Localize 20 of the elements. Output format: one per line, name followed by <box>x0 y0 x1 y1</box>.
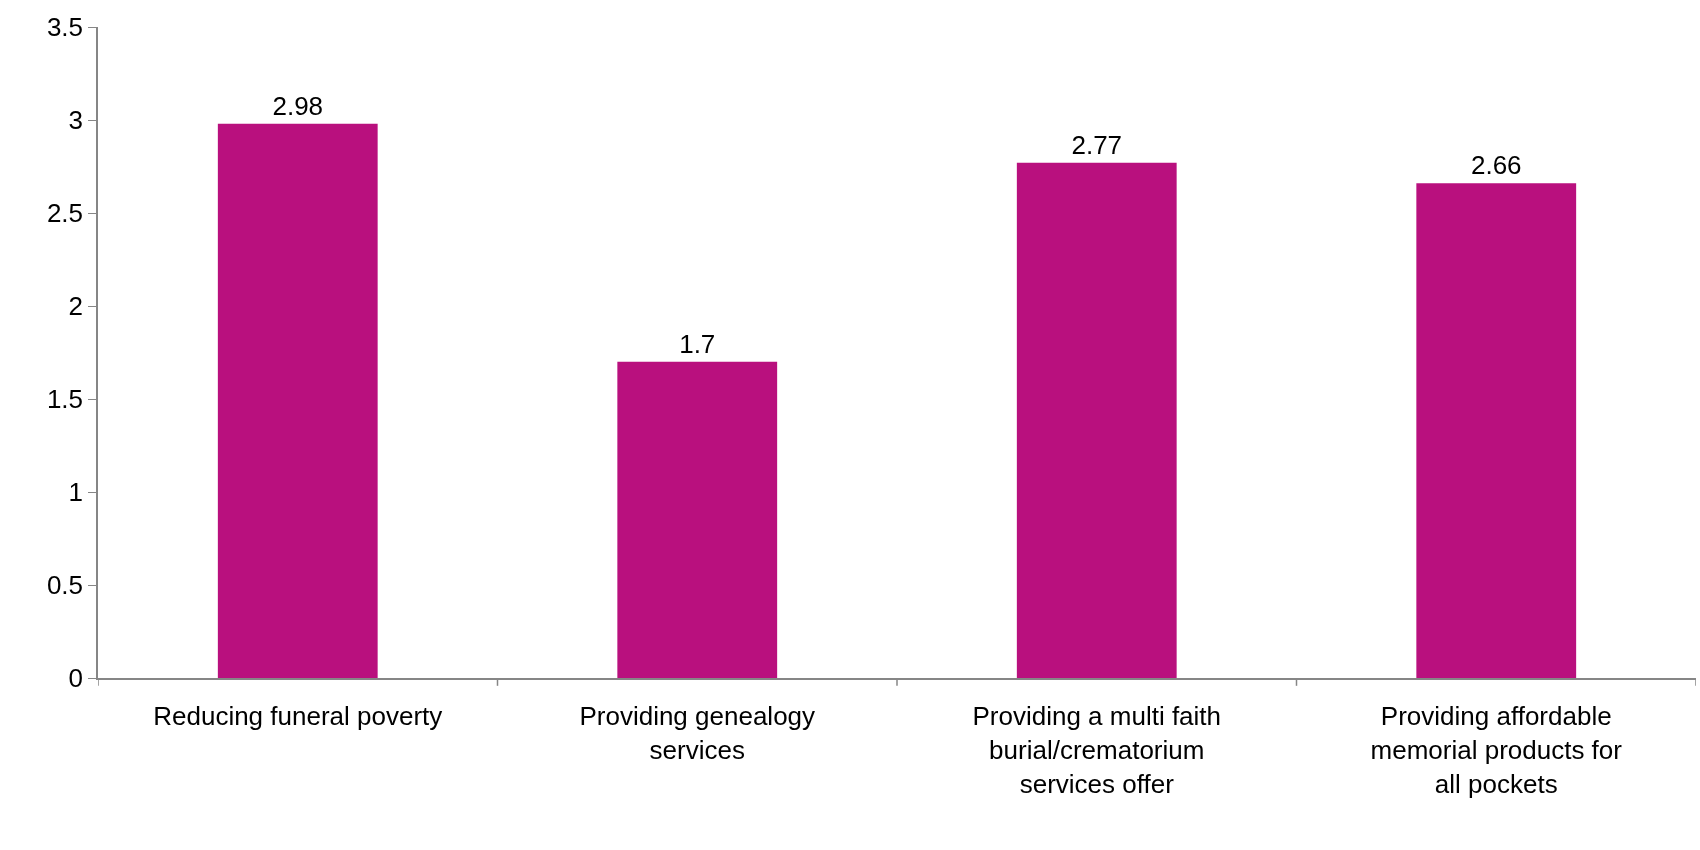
x-tick-label: Reducing funeral poverty <box>153 700 443 731</box>
bar <box>217 123 378 678</box>
x-tick-label: Providing affordable memorial products for all pockets <box>1370 700 1623 799</box>
y-tick-label: 3.5 <box>46 12 84 43</box>
bar <box>617 361 778 678</box>
y-tick-label: 2.5 <box>46 198 84 229</box>
y-tick-label: 0.5 <box>46 570 84 601</box>
bar <box>1016 162 1177 678</box>
y-tick-label: 1.5 <box>46 384 84 415</box>
y-tick-label: 1 <box>68 477 84 508</box>
x-tick-label: Providing genealogy services <box>579 700 816 765</box>
y-tick-label: 0 <box>68 663 84 694</box>
data-label: 2.98 <box>272 90 324 121</box>
y-tick-label: 2 <box>68 291 84 322</box>
data-label: 1.7 <box>679 328 716 359</box>
bar <box>1416 183 1577 678</box>
y-tick-label: 3 <box>68 105 84 136</box>
x-tick-label: Providing a multi faith burial/crematorium services offer <box>972 700 1222 799</box>
data-label: 2.66 <box>1470 150 1522 181</box>
data-label: 2.77 <box>1071 129 1123 160</box>
